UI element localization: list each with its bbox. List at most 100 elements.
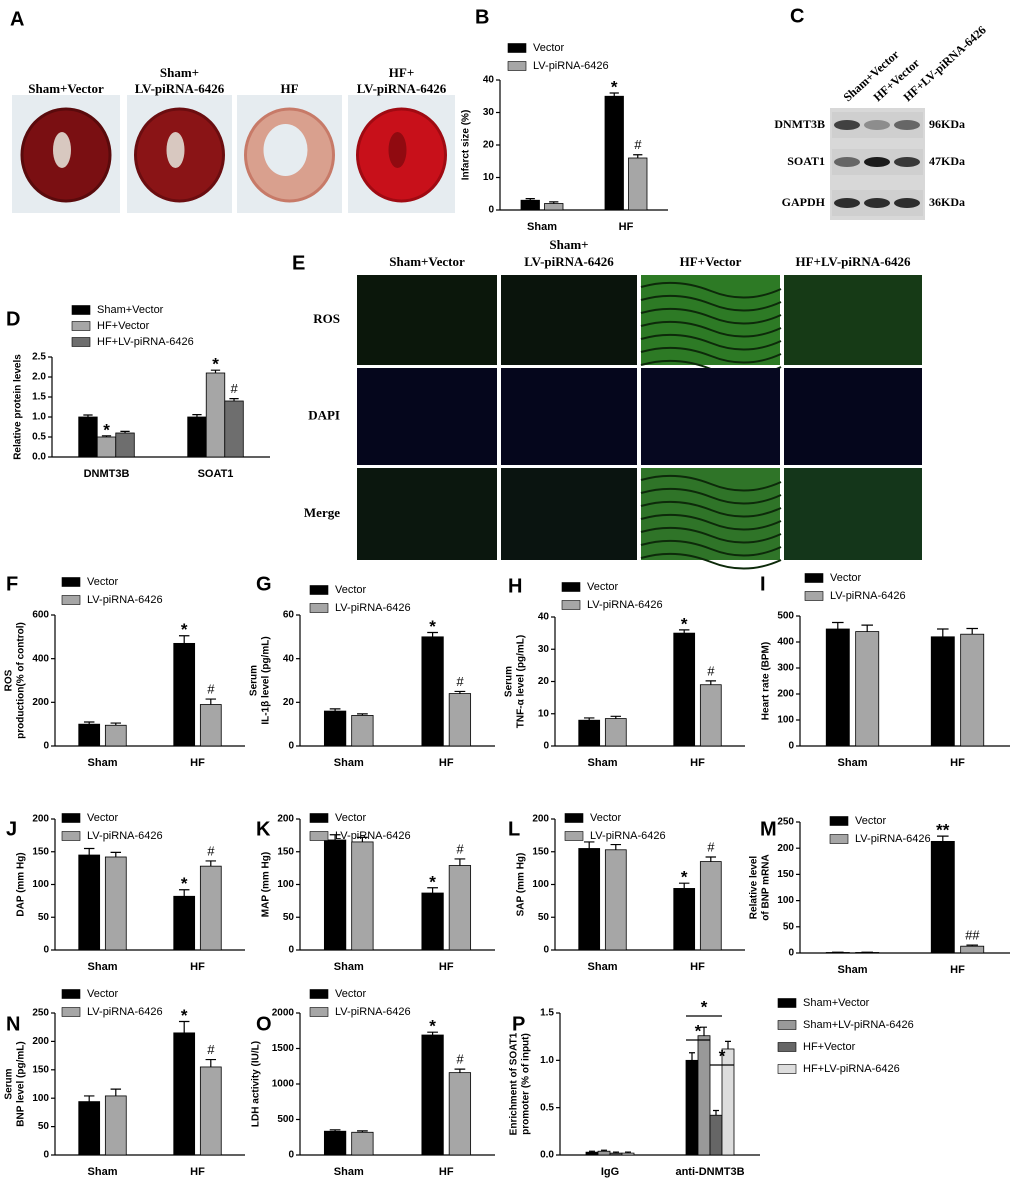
legend-label: LV-piRNA-6426	[855, 833, 931, 845]
legend-swatch	[777, 998, 797, 1008]
row-label: DAPI	[308, 407, 340, 422]
ventricle-lumen	[53, 132, 71, 168]
y-tick-label: 1.0	[32, 412, 46, 423]
y-axis-label: of BNP mRNA	[761, 854, 772, 920]
panel-letter: J	[6, 818, 17, 840]
protein-label: GAPDH	[782, 195, 826, 209]
y-tick-label: 20	[283, 697, 295, 708]
y-axis-label: promoter (% of input)	[521, 1033, 532, 1135]
group-label: HF	[280, 81, 298, 96]
error-bar	[549, 201, 559, 204]
y-tick-label: 100	[277, 879, 294, 890]
legend-label: HF+LV-piRNA-6426	[97, 336, 194, 348]
bar	[78, 1101, 101, 1156]
error-bar	[454, 690, 466, 694]
legend-label: Vector	[587, 581, 619, 593]
error-bar	[583, 841, 595, 849]
y-tick-label: 500	[777, 611, 794, 622]
legend-label: HF+Vector	[803, 1041, 856, 1053]
band	[834, 157, 860, 167]
legend-label: Sham+LV-piRNA-6426	[803, 1019, 914, 1031]
error-bar	[625, 1151, 631, 1154]
micrograph	[357, 468, 497, 560]
y-axis-label: DAP (mm Hg)	[16, 852, 27, 916]
band	[864, 120, 890, 130]
legend-label: HF+LV-piRNA-6426	[803, 1063, 900, 1075]
bar	[421, 892, 444, 951]
panel-letter: B	[475, 6, 489, 28]
error-bar	[229, 398, 239, 401]
y-tick-label: 150	[277, 846, 294, 857]
column-label: LV-piRNA-6426	[524, 254, 614, 269]
band	[834, 198, 860, 208]
y-tick-label: 10	[538, 708, 550, 719]
legend-label: LV-piRNA-6426	[587, 599, 663, 611]
y-tick-label: 0	[43, 741, 49, 752]
y-tick-label: 200	[32, 814, 49, 825]
x-tick-label: Sham	[88, 757, 118, 769]
legend-label: LV-piRNA-6426	[335, 830, 411, 842]
y-tick-label: 400	[32, 653, 49, 664]
legend-label: Vector	[590, 812, 622, 824]
y-tick-label: 50	[783, 921, 795, 932]
bar	[673, 888, 696, 951]
legend-label: Vector	[335, 584, 367, 596]
legend-swatch	[309, 1007, 329, 1017]
y-tick-label: 0.0	[540, 1150, 554, 1161]
legend-swatch	[507, 61, 527, 71]
y-tick-label: 0.5	[540, 1102, 554, 1113]
legend-swatch	[309, 813, 329, 823]
error-bar	[192, 414, 202, 417]
legend-label: Vector	[87, 988, 119, 1000]
y-tick-label: 2000	[272, 1008, 295, 1019]
x-tick-label: HF	[190, 961, 205, 973]
y-tick-label: 0	[543, 741, 549, 752]
bar	[697, 1035, 711, 1156]
micrograph	[641, 275, 780, 365]
tissue-texture	[640, 487, 782, 505]
error-bar	[427, 887, 438, 894]
micrograph	[641, 468, 780, 560]
y-tick-label: 200	[32, 697, 49, 708]
x-tick-label: Sham	[838, 757, 868, 769]
tissue-texture	[640, 539, 782, 557]
bar	[520, 199, 540, 211]
bar	[578, 719, 601, 747]
error-bar	[454, 858, 466, 866]
significance-mark: *	[695, 1021, 702, 1040]
significance-mark: #	[456, 1052, 464, 1067]
significance-mark: *	[181, 1006, 188, 1025]
bar	[448, 1072, 472, 1156]
y-tick-label: 0	[43, 945, 49, 956]
x-tick-label: HF	[690, 757, 705, 769]
micrograph	[357, 368, 497, 465]
y-tick-label: 500	[277, 1114, 294, 1125]
bar	[578, 848, 601, 951]
bar	[96, 436, 117, 458]
bar	[604, 718, 627, 747]
y-tick-label: 150	[777, 869, 794, 880]
y-axis-label: Heart rate (BPM)	[761, 642, 772, 720]
column-label: Sham+	[549, 237, 588, 252]
panel-letter: A	[10, 8, 24, 30]
bar	[351, 841, 374, 951]
y-axis-label: Relative level	[749, 856, 760, 920]
bar	[199, 1066, 222, 1156]
error-bar	[454, 1068, 466, 1073]
error-bar	[861, 624, 873, 632]
bar	[78, 854, 101, 951]
x-tick-label: IgG	[601, 1166, 619, 1178]
ventricle-lumen	[388, 132, 407, 168]
error-bar	[357, 836, 368, 842]
tissue-texture	[640, 294, 782, 312]
bar	[685, 1059, 699, 1156]
column-label: Sham+Vector	[389, 254, 465, 269]
y-tick-label: 100	[32, 1093, 49, 1104]
significance-mark: *	[719, 1046, 726, 1065]
bar	[421, 636, 444, 747]
y-tick-label: 40	[483, 75, 495, 86]
bar	[351, 1131, 374, 1156]
row-label: ROS	[313, 311, 340, 326]
x-tick-label: DNMT3B	[84, 468, 130, 480]
legend-label: LV-piRNA-6426	[87, 830, 163, 842]
